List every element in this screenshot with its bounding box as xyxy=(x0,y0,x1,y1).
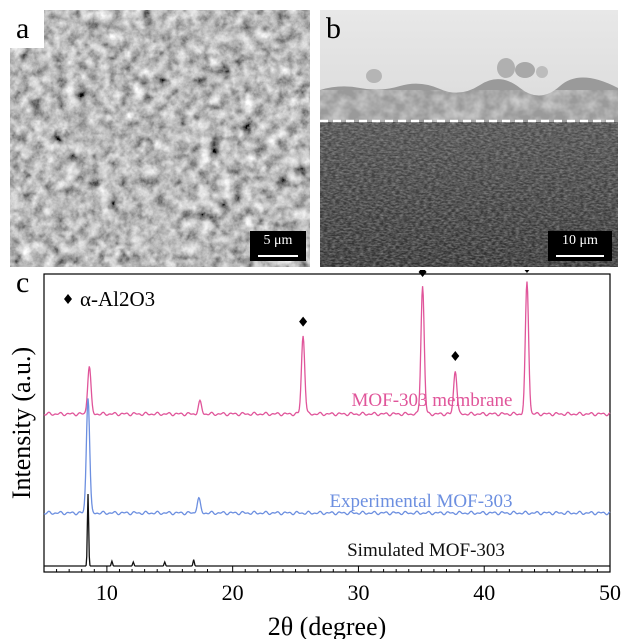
sem-cross-section-image: b 10 μm xyxy=(320,10,618,267)
y-axis-label: Intensity (a.u.) xyxy=(7,347,36,499)
series-line-0 xyxy=(43,281,611,417)
scale-bar-label: 10 μm xyxy=(562,233,598,248)
alumina-peak-marker-3 xyxy=(418,270,427,277)
x-tick-label: 20 xyxy=(222,580,244,605)
scale-bar-line xyxy=(556,255,604,257)
alumina-peak-marker-2 xyxy=(299,316,308,327)
x-tick-label: 30 xyxy=(347,580,369,605)
series-label-2: Simulated MOF-303 xyxy=(347,540,505,561)
scale-bar-line xyxy=(258,255,298,257)
alumina-peak-marker-5 xyxy=(524,270,530,273)
alumina-peak-marker-4 xyxy=(451,351,460,361)
plot-frame xyxy=(43,273,611,573)
legend-label: α-Al2O3 xyxy=(80,287,155,311)
series-line-2 xyxy=(44,493,610,567)
series-line-1 xyxy=(43,398,611,516)
panel-letter-c: c xyxy=(16,266,30,299)
xrd-chart: MOF-303 membrane Experimental MOF-303 Simu… xyxy=(7,270,621,639)
x-tick-label: 10 xyxy=(96,580,118,605)
panel-letter-a: a xyxy=(10,10,44,48)
x-tick-label: 40 xyxy=(473,580,495,605)
scale-bar-10um: 10 μm xyxy=(548,231,612,261)
scale-bar-label: 5 μm xyxy=(263,233,293,248)
series-label-0: MOF-303 membrane xyxy=(352,390,513,411)
series-label-1: Experimental MOF-303 xyxy=(329,491,512,512)
scale-bar-5um: 5 μm xyxy=(250,231,306,261)
sem-top-view-image: a 5 μm xyxy=(10,10,310,267)
legend-marker xyxy=(64,294,72,304)
panel-letter-b: b xyxy=(326,12,341,45)
sem-cross-section-texture xyxy=(320,10,618,267)
x-tick-label: 50 xyxy=(599,580,621,605)
x-axis-label: 2θ (degree) xyxy=(268,612,387,639)
sem-top-view-texture xyxy=(10,10,310,267)
